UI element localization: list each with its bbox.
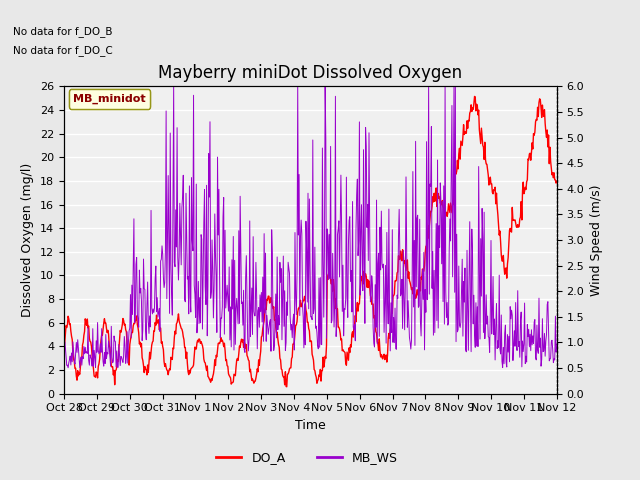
Text: No data for f_DO_C: No data for f_DO_C (13, 45, 113, 56)
Text: No data for f_DO_B: No data for f_DO_B (13, 25, 112, 36)
Y-axis label: Wind Speed (m/s): Wind Speed (m/s) (590, 184, 603, 296)
Y-axis label: Dissolved Oxygen (mg/l): Dissolved Oxygen (mg/l) (22, 163, 35, 317)
Legend: MB_minidot: MB_minidot (69, 89, 150, 108)
X-axis label: Time: Time (295, 419, 326, 432)
Legend: DO_A, MB_WS: DO_A, MB_WS (211, 446, 403, 469)
Title: Mayberry miniDot Dissolved Oxygen: Mayberry miniDot Dissolved Oxygen (158, 64, 463, 82)
